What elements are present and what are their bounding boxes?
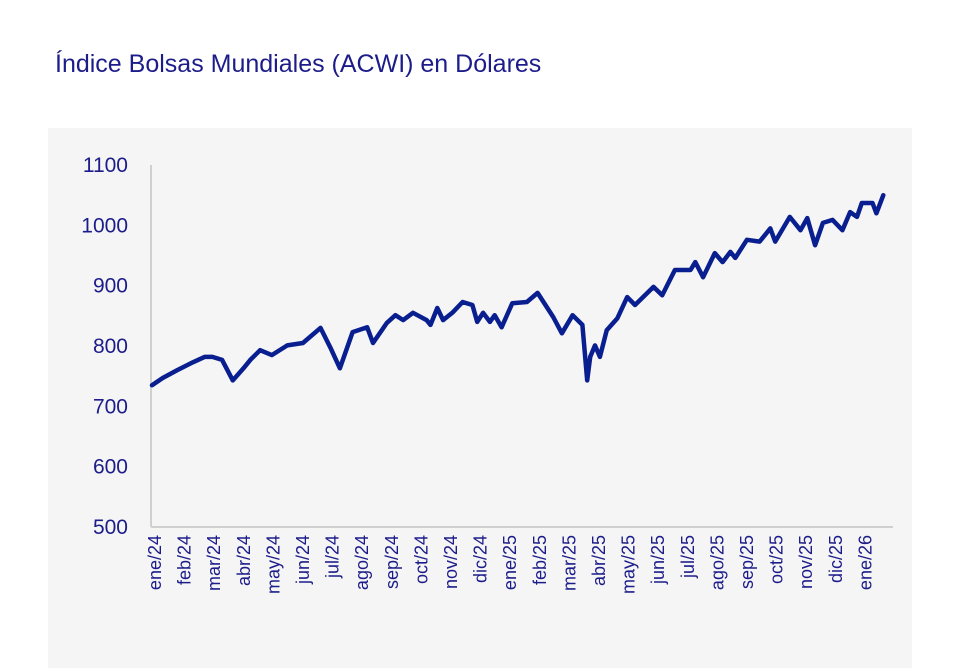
x-tick-label: mar/24 [204, 535, 224, 591]
x-axis-ticks: ene/24 feb/24 mar/24 abr/24 may/24 jun/24 jul/… [145, 535, 875, 594]
x-tick-label: oct/25 [767, 535, 787, 584]
x-tick-label: jun/25 [648, 535, 668, 585]
x-tick-label: may/24 [263, 535, 283, 594]
x-tick-label: ago/25 [707, 535, 727, 590]
line-chart: 500 600 700 800 900 1000 1100 ene/24 feb/24 mar/… [0, 0, 960, 651]
x-tick-label: oct/24 [411, 535, 431, 584]
x-tick-label: ago/24 [352, 535, 372, 590]
y-tick-label: 500 [93, 516, 128, 539]
y-tick-label: 800 [93, 335, 128, 358]
y-tick-label: 1100 [83, 154, 128, 177]
x-tick-label: jul/25 [678, 535, 698, 579]
y-tick-label: 600 [93, 456, 128, 479]
x-tick-label: jul/24 [323, 535, 343, 579]
y-axis-ticks: 500 600 700 800 900 1000 1100 [81, 154, 128, 539]
x-tick-label: dic/25 [826, 535, 846, 583]
x-tick-label: dic/24 [471, 535, 491, 583]
x-tick-label: mar/25 [559, 535, 579, 591]
y-tick-label: 1000 [81, 214, 128, 237]
x-tick-label: nov/24 [441, 535, 461, 589]
x-tick-label: ene/26 [855, 535, 875, 590]
y-tick-label: 700 [93, 395, 128, 418]
x-tick-label: feb/25 [530, 535, 550, 585]
x-tick-label: sep/24 [382, 535, 402, 589]
x-tick-label: jun/24 [293, 535, 313, 585]
x-tick-label: sep/25 [737, 535, 757, 589]
x-tick-label: ene/25 [500, 535, 520, 590]
x-tick-label: abr/24 [234, 535, 254, 586]
x-tick-label: ene/24 [145, 535, 165, 590]
y-tick-label: 900 [93, 275, 128, 298]
x-tick-label: may/25 [619, 535, 639, 594]
x-tick-label: abr/25 [589, 535, 609, 586]
x-tick-label: nov/25 [796, 535, 816, 589]
series-line [152, 195, 883, 385]
x-tick-label: feb/24 [175, 535, 195, 585]
